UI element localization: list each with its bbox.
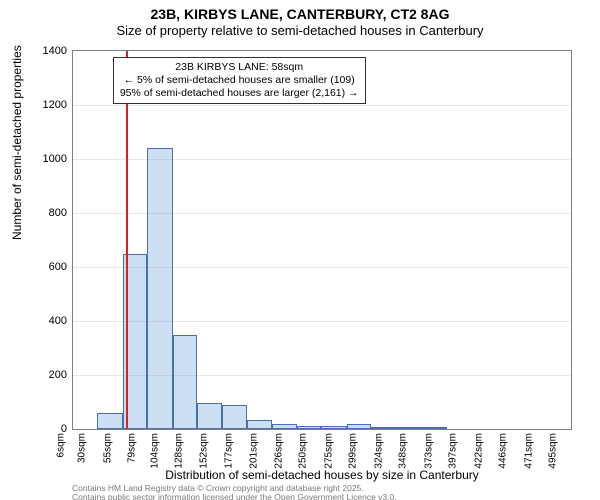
histogram-bar <box>97 413 122 429</box>
x-tick: 6sqm <box>55 433 66 457</box>
x-tick: 275sqm <box>324 433 335 469</box>
x-tick: 299sqm <box>348 433 359 469</box>
info-box: 23B KIRBYS LANE: 58sqm ← 5% of semi-deta… <box>113 57 366 104</box>
histogram-bar <box>173 335 197 430</box>
x-tick: 30sqm <box>77 433 88 463</box>
x-tick: 422sqm <box>473 433 484 469</box>
info-line-2: ← 5% of semi-detached houses are smaller… <box>120 74 359 87</box>
y-tick: 600 <box>49 261 67 273</box>
y-tick: 1400 <box>43 45 67 57</box>
gridline <box>73 159 571 160</box>
chart-container: 23B, KIRBYS LANE, CANTERBURY, CT2 8AG Si… <box>0 0 600 500</box>
footer-line-2: Contains public sector information licen… <box>72 493 397 500</box>
histogram-bar <box>197 403 221 429</box>
histogram-bar <box>247 420 271 429</box>
x-tick: 471sqm <box>523 433 534 469</box>
title-line1: 23B, KIRBYS LANE, CANTERBURY, CT2 8AG <box>0 6 600 22</box>
x-tick: 79sqm <box>127 433 138 463</box>
footer: Contains HM Land Registry data © Crown c… <box>72 484 397 500</box>
x-tick: 104sqm <box>150 433 161 469</box>
y-tick: 1200 <box>43 99 67 111</box>
histogram-bar <box>371 427 396 429</box>
gridline <box>73 105 571 106</box>
x-tick: 373sqm <box>423 433 434 469</box>
chart-title: 23B, KIRBYS LANE, CANTERBURY, CT2 8AG Si… <box>0 6 600 38</box>
marker-line <box>126 51 128 429</box>
histogram-bar <box>297 426 321 429</box>
x-tick: 250sqm <box>298 433 309 469</box>
title-line2: Size of property relative to semi-detach… <box>0 23 600 38</box>
x-tick: 55sqm <box>102 433 113 463</box>
x-tick: 152sqm <box>198 433 209 469</box>
histogram-bar <box>321 426 346 429</box>
y-tick: 400 <box>49 315 67 327</box>
histogram-bar <box>421 427 446 429</box>
histogram-bar <box>272 424 297 429</box>
x-tick: 201sqm <box>248 433 259 469</box>
y-tick: 200 <box>49 369 67 381</box>
y-tick: 1000 <box>43 153 67 165</box>
histogram-bar <box>147 148 172 429</box>
gridline <box>73 321 571 322</box>
y-axis-label: Number of semi-detached properties <box>10 45 24 240</box>
gridline <box>73 213 571 214</box>
gridline <box>73 267 571 268</box>
histogram-bar <box>397 427 421 429</box>
x-tick: 348sqm <box>398 433 409 469</box>
x-axis-label: Distribution of semi-detached houses by … <box>72 468 572 482</box>
bars-layer <box>73 51 571 429</box>
histogram-bar <box>347 424 371 429</box>
x-tick: 397sqm <box>448 433 459 469</box>
histogram-bar <box>222 405 247 429</box>
x-tick: 446sqm <box>498 433 509 469</box>
x-tick: 324sqm <box>374 433 385 469</box>
x-tick: 177sqm <box>224 433 235 469</box>
x-tick: 495sqm <box>548 433 559 469</box>
x-tick: 128sqm <box>174 433 185 469</box>
gridline <box>73 375 571 376</box>
info-line-1: 23B KIRBYS LANE: 58sqm <box>120 61 359 74</box>
y-tick: 800 <box>49 207 67 219</box>
x-tick: 226sqm <box>274 433 285 469</box>
info-line-3: 95% of semi-detached houses are larger (… <box>120 87 359 100</box>
plot-area: 23B KIRBYS LANE: 58sqm ← 5% of semi-deta… <box>72 50 572 430</box>
